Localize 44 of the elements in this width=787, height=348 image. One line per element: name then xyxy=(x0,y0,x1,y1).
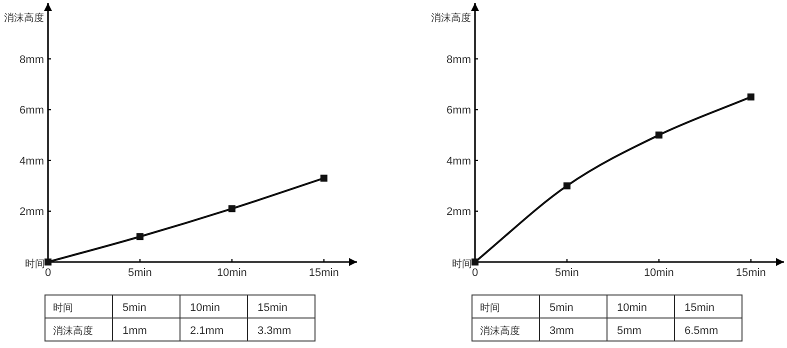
y-tick-label: 4mm xyxy=(20,155,44,168)
point xyxy=(228,205,236,212)
y-tick-label: 6mm xyxy=(20,104,44,117)
point xyxy=(136,233,144,240)
text: 5mm xyxy=(617,325,642,337)
y-axis-title: 消沫高度 xyxy=(431,12,471,24)
text: 6.5mm xyxy=(684,325,718,337)
x-tick-label: 10min xyxy=(216,267,247,279)
y-tick-label: 4mm xyxy=(446,155,471,168)
y-tick-label: 8mm xyxy=(446,54,471,66)
text: 3.3mm xyxy=(258,325,292,337)
x-axis-title: 时间 xyxy=(25,258,45,270)
text: 5min xyxy=(122,302,146,314)
point xyxy=(472,258,478,266)
x-tick-label: 15min xyxy=(308,267,339,279)
x-tick-label: 0 xyxy=(472,267,478,279)
text: 10min xyxy=(190,302,220,314)
text: 3mm xyxy=(550,325,574,337)
y-tick-label: 2mm xyxy=(20,206,44,218)
text: 消沫高度 xyxy=(53,325,93,337)
x-tick-label: 10min xyxy=(644,267,674,279)
x-tick-label: 5min xyxy=(128,267,152,279)
point xyxy=(44,258,52,266)
text: 时间 xyxy=(480,302,500,314)
point xyxy=(563,182,570,190)
text: 消沫高度 xyxy=(480,325,520,337)
text: 15min xyxy=(258,302,288,314)
text: 时间 xyxy=(53,302,73,314)
y-tick-label: 8mm xyxy=(20,54,44,66)
point xyxy=(655,132,662,139)
y-axis-title: 消沫高度 xyxy=(4,12,44,24)
text: 5min xyxy=(550,302,574,314)
x-tick-label: 0 xyxy=(44,267,52,279)
x-tick-label: 15min xyxy=(736,267,766,279)
text: 2.1mm xyxy=(190,325,224,337)
point xyxy=(747,93,754,100)
text: 10min xyxy=(617,302,647,314)
text: 1mm xyxy=(122,325,147,337)
y-tick-label: 2mm xyxy=(446,206,471,218)
x-axis-title: 时间 xyxy=(452,258,472,270)
x-tick-label: 5min xyxy=(555,267,579,279)
text: 15min xyxy=(684,302,714,314)
point xyxy=(320,174,328,182)
y-tick-label: 6mm xyxy=(446,104,471,117)
